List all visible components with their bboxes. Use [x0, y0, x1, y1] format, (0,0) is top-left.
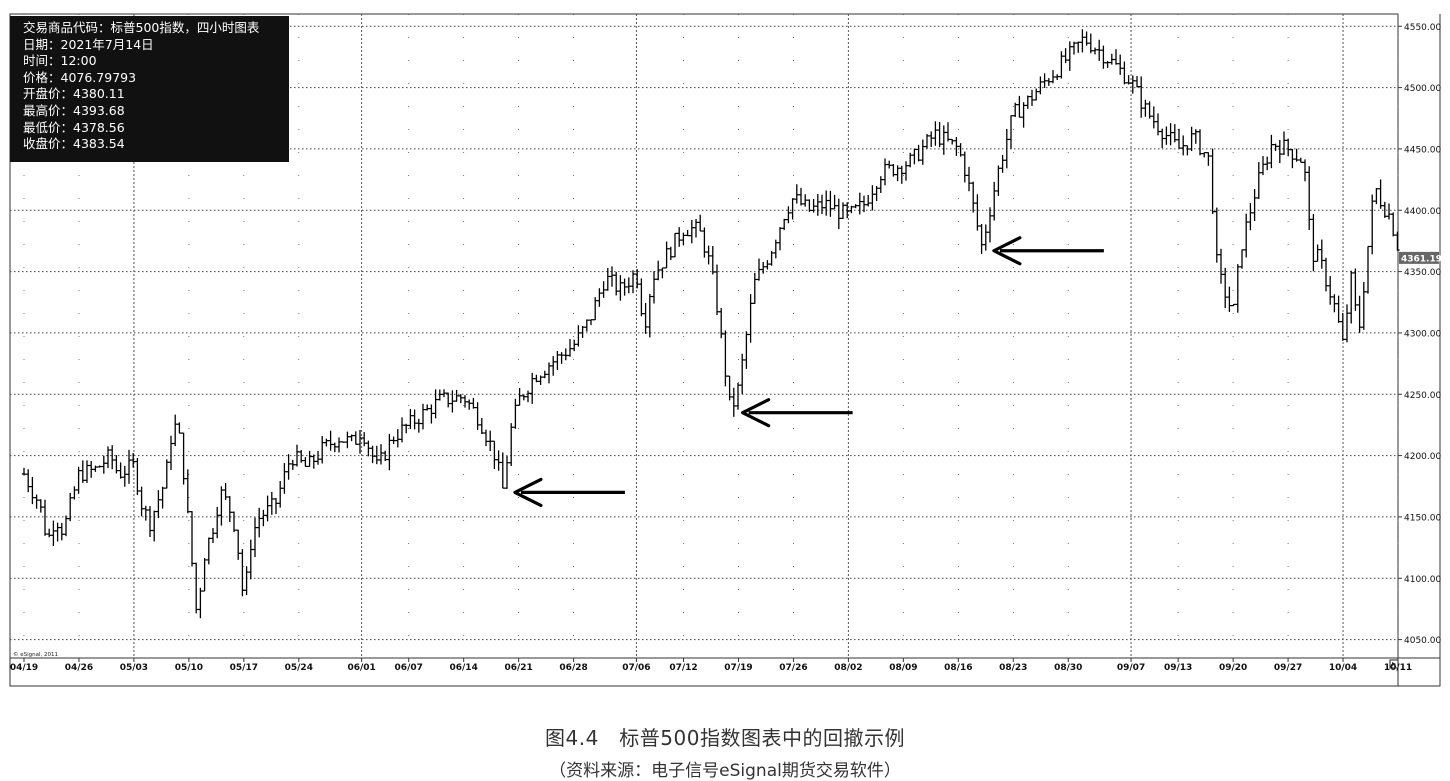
x-tick-label: 08/16: [944, 663, 972, 673]
figure-caption-source: （资料来源：电子信号eSignal期货交易软件）: [549, 761, 901, 781]
quote-info-box: 交易商品代码：标普500指数，四小时图表 日期：2021年7月14日 时间：12…: [10, 16, 289, 162]
last-price-box: [1399, 251, 1439, 264]
scroll-arrow-icon: [1392, 662, 1396, 666]
info-close-line: 收盘价：4383.54: [23, 136, 125, 152]
x-tick-label: 08/02: [834, 663, 862, 673]
x-tick-label: 10/04: [1329, 663, 1357, 673]
y-tick-label: 4450.00: [1404, 145, 1441, 155]
x-tick-label: 07/26: [779, 663, 807, 673]
x-tick-label: 07/19: [724, 663, 752, 673]
last-price-label: 4361.19: [1401, 254, 1442, 264]
annotation-arrow-head: [513, 477, 543, 507]
x-tick-label: 05/10: [175, 663, 203, 673]
y-tick-label: 4050.00: [1404, 636, 1441, 646]
x-tick-label: 09/13: [1164, 663, 1192, 673]
x-tick-label: 09/07: [1117, 663, 1145, 673]
figure-caption-title: 图4.4 标普500指数图表中的回撤示例: [545, 726, 905, 750]
x-tick-label: 06/07: [395, 663, 423, 673]
y-tick-label: 4350.00: [1404, 268, 1441, 278]
esignal-watermark: © eSignal, 2011: [13, 651, 58, 658]
x-tick-label: 08/30: [1054, 663, 1082, 673]
info-low-line: 最低价：4378.56: [23, 119, 125, 135]
x-tick-label: 08/23: [999, 663, 1027, 673]
x-tick-label: 09/20: [1219, 663, 1247, 673]
y-tick-label: 4100.00: [1404, 575, 1441, 585]
scroll-right-icon: [1389, 659, 1399, 669]
x-tick-label: 05/03: [120, 663, 148, 673]
x-axis-band: [9, 657, 1441, 687]
annotation-arrow-head: [992, 236, 1022, 266]
x-tick-label: 06/28: [559, 663, 587, 673]
info-date-line: 日期：2021年7月14日: [23, 36, 154, 52]
x-tick-label: 06/21: [504, 663, 532, 673]
y-tick-label: 4250.00: [1404, 391, 1441, 401]
x-tick-label: 04/19: [10, 663, 38, 673]
x-tick-label: 06/14: [450, 663, 478, 673]
x-tick-label: 05/17: [230, 663, 258, 673]
x-tick-label: 07/12: [669, 663, 697, 673]
y-tick-label: 4200.00: [1404, 452, 1441, 462]
y-tick-label: 4400.00: [1404, 207, 1441, 217]
x-tick-label: 05/24: [285, 663, 313, 673]
x-tick-label: 09/27: [1274, 663, 1302, 673]
y-tick-label: 4300.00: [1404, 329, 1441, 339]
y-tick-label: 4500.00: [1404, 84, 1441, 94]
y-tick-label: 4550.00: [1404, 23, 1441, 33]
x-tick-label: 06/01: [347, 663, 375, 673]
annotation-arrow-head: [741, 398, 771, 428]
info-open-line: 开盘价：4380.11: [23, 86, 125, 102]
info-high-line: 最高价：4393.68: [23, 102, 125, 118]
y-tick-label: 4150.00: [1404, 513, 1441, 523]
info-price-line: 价格：4076.79793: [23, 69, 137, 85]
x-tick-label: 07/06: [622, 663, 650, 673]
info-time-line: 时间：12:00: [23, 53, 97, 69]
info-symbol-line: 交易商品代码：标普500指数，四小时图表: [23, 20, 260, 35]
x-tick-label: 08/09: [889, 663, 917, 673]
x-tick-label: 04/26: [65, 663, 93, 673]
